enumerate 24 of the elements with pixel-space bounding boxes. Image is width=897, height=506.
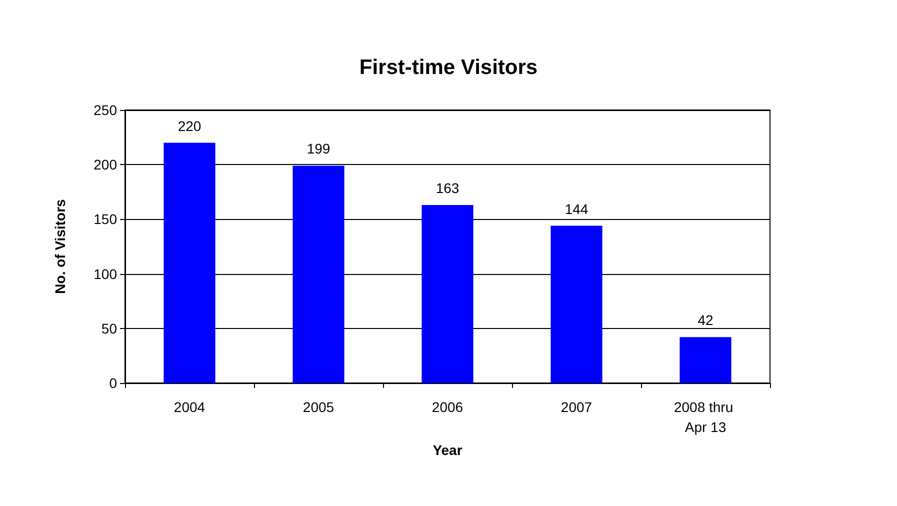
y-tick-label: 0 [109,375,118,391]
chart-title: First-time Visitors [359,56,538,79]
y-tick-label: 200 [94,156,118,173]
x-tick-label: 2008 thru Apr 13 [674,399,738,435]
data-label: 144 [564,200,588,217]
bar [422,205,474,383]
bar [292,166,344,383]
bar [550,226,602,383]
data-label: 199 [306,140,330,157]
data-label: 42 [698,312,714,328]
x-axis-title: Year [432,442,463,458]
x-tick-label: 2005 [302,399,334,415]
y-tick-label: 150 [94,211,118,228]
y-tick-label: 250 [94,102,118,118]
y-tick-label: 50 [101,320,118,336]
bar [680,337,732,383]
x-tick-label: 2006 [432,399,464,415]
data-label: 163 [436,180,460,196]
y-axis-title: No. of Visitors [52,198,68,294]
bar [164,142,216,383]
x-tick-label: 2004 [174,399,206,415]
y-tick-label: 100 [94,266,118,282]
x-tick-label: 2007 [560,399,592,415]
data-label: 220 [178,118,202,134]
